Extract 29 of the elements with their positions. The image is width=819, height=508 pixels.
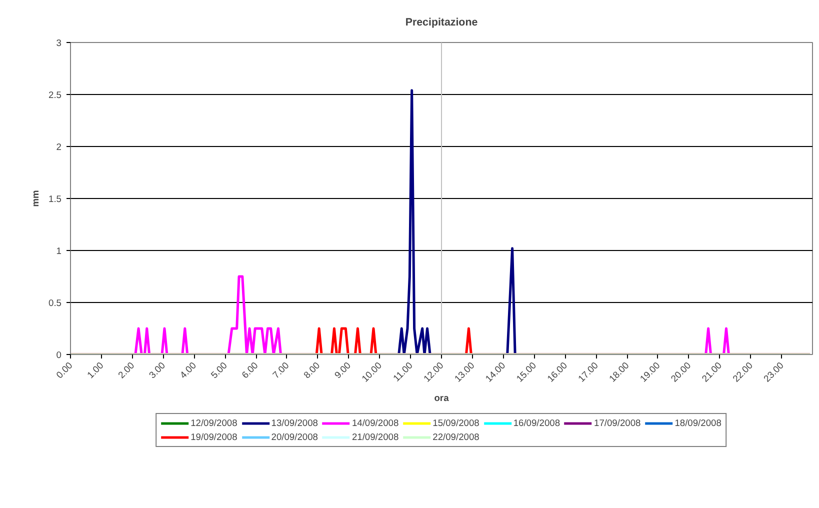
- y-tick-label: 0: [56, 350, 62, 360]
- x-tick-label: 5.00: [209, 360, 229, 380]
- x-axis-title: ora: [434, 392, 450, 403]
- legend-label: 18/09/2008: [674, 418, 722, 428]
- y-tick-label: 1.5: [48, 194, 62, 204]
- x-tick-label: 7.00: [270, 360, 291, 380]
- y-tick-label: 3: [56, 38, 62, 48]
- y-tick-label: 2.5: [48, 90, 62, 100]
- legend-label: 14/09/2008: [352, 418, 399, 428]
- legend-label: 21/09/2008: [352, 432, 399, 442]
- x-tick-label: 4.00: [178, 360, 198, 380]
- x-tick-label: 8.00: [302, 360, 322, 380]
- legend-label: 22/09/2008: [432, 432, 480, 442]
- y-tick-label: 1: [56, 246, 62, 256]
- legend-label: 19/09/2008: [190, 432, 238, 442]
- x-tick-label: 9.00: [332, 360, 353, 380]
- y-tick-label: 2: [56, 142, 62, 152]
- legend-label: 13/09/2008: [271, 418, 318, 428]
- chart-title: Precipitazione: [405, 16, 478, 28]
- legend-label: 20/09/2008: [271, 432, 318, 442]
- x-tick-label: 0.00: [54, 360, 74, 380]
- legend-label: 16/09/2008: [513, 418, 560, 428]
- x-tick-label: 3.00: [147, 360, 168, 380]
- legend-label: 17/09/2008: [594, 418, 641, 428]
- y-tick-label: 0.5: [48, 298, 62, 308]
- legend-label: 15/09/2008: [432, 418, 480, 428]
- legend-label: 12/09/2008: [190, 418, 238, 428]
- x-tick-label: 6.00: [240, 360, 260, 380]
- y-axis-title: mm: [30, 190, 41, 207]
